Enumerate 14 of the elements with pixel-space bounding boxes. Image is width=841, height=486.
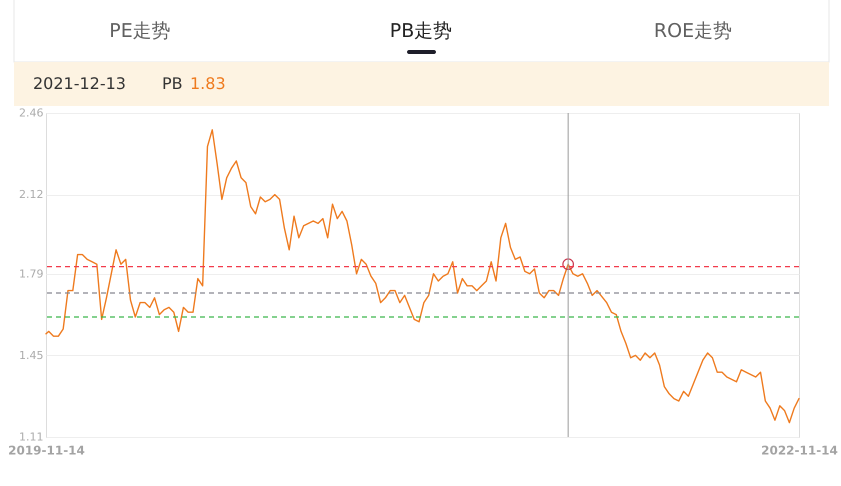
y-tick-label: 1.45	[19, 348, 44, 362]
text: PE走势	[109, 20, 171, 42]
x-tick-label: 2019-11-14	[8, 444, 85, 458]
text: PB	[162, 74, 183, 93]
y-tick-label: 2.12	[19, 188, 44, 202]
line-series	[45, 129, 800, 424]
x-tick-label: 2022-11-14	[761, 444, 838, 458]
text: 2021-12-13	[33, 74, 126, 93]
y-tick-label: 1.11	[19, 430, 44, 444]
text: ROE走势	[654, 20, 732, 42]
y-tick-label: 2.46	[19, 106, 44, 120]
y-tick-label: 1.79	[19, 267, 44, 280]
chart-title: PB走势	[390, 20, 452, 42]
text: 1.83	[190, 74, 226, 93]
